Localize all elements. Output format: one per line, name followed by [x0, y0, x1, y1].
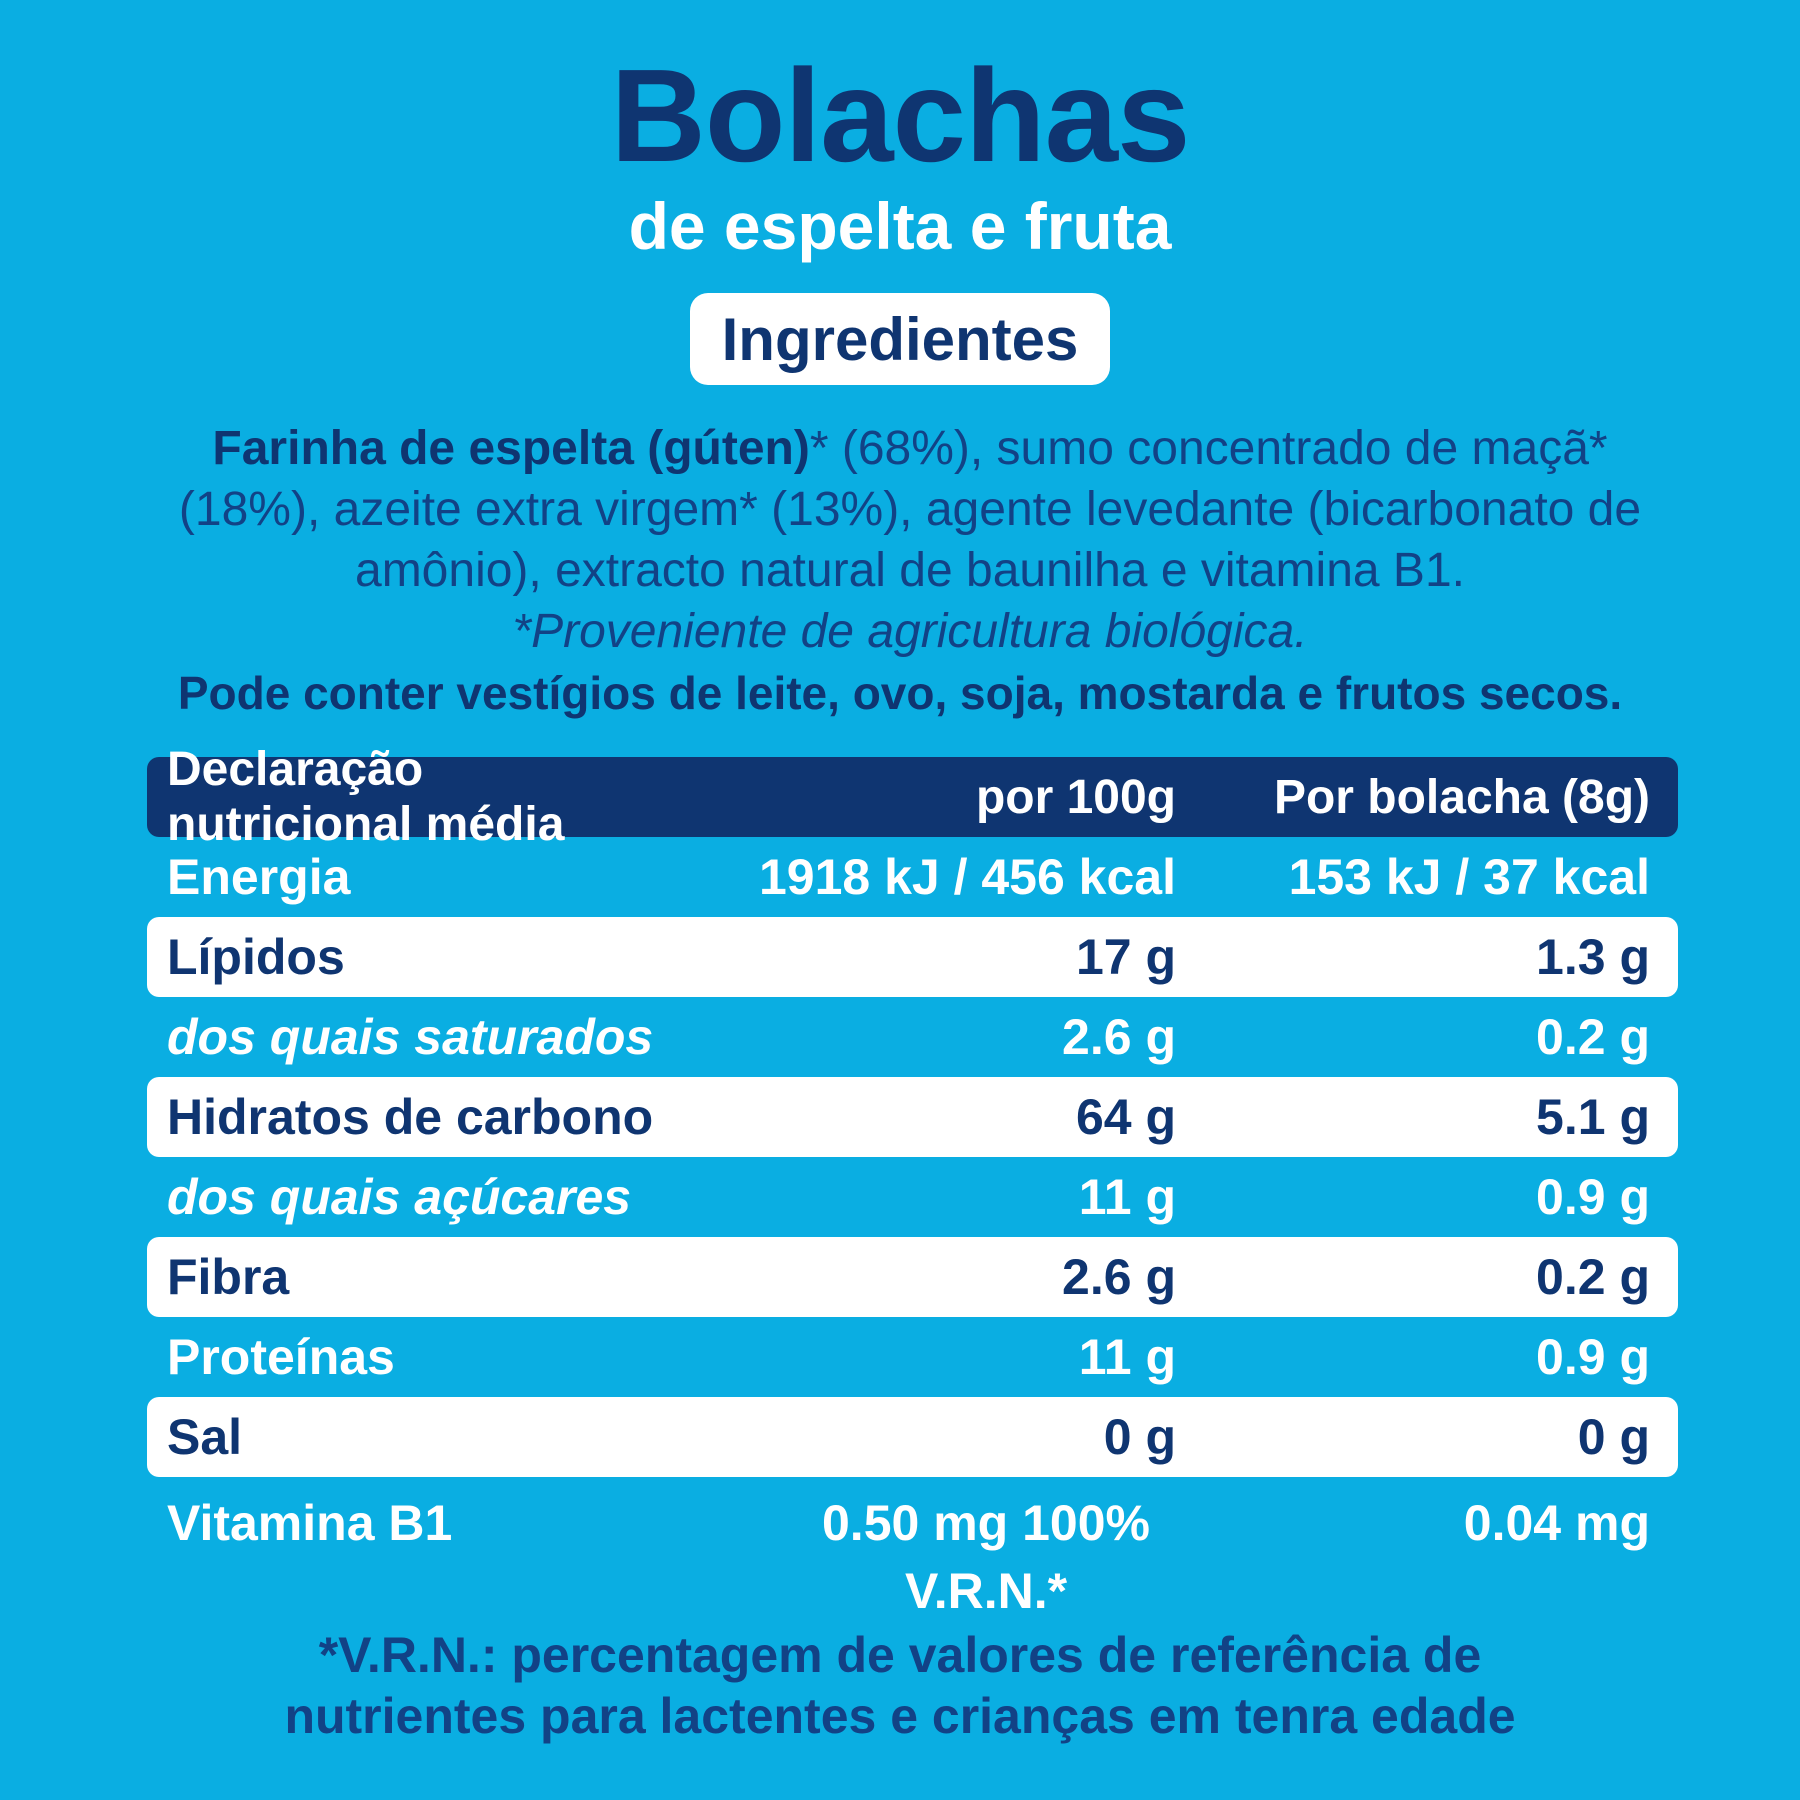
- ingredients-text: * (68%), sumo concentrado de maçã* (18%)…: [178, 422, 1642, 597]
- nutrition-table: Declaração nutricional média por 100g Por …: [147, 743, 1678, 1625]
- table-cell: 17 g: [1075, 929, 1176, 985]
- table-cell: 2.6 g: [1062, 1249, 1176, 1305]
- table-cell: 1.3 g: [1536, 929, 1650, 985]
- footnote-text: percentagem de valores de referência de …: [284, 1627, 1516, 1744]
- allergens: Pode conter vestígios de leite, ovo, soj…: [177, 667, 1623, 719]
- table-row: Fibra 2.6 g 0.2 g: [147, 1237, 1678, 1317]
- table-cell: 64 g: [1075, 1089, 1176, 1145]
- table-cell: 0.2 g: [1536, 1249, 1650, 1305]
- table-row: dos quais açúcares 11 g 0.9 g: [147, 1157, 1678, 1237]
- table-cell: 153 kJ / 37 kcal: [1288, 849, 1650, 905]
- subtitle: de espelta e fruta: [628, 189, 1172, 263]
- table-header: Declaração nutricional média por 100g Por …: [147, 743, 1678, 851]
- table-row: Vitamina B1 0.50 mg 100% V.R.N.* 0.04 mg: [147, 1477, 1678, 1625]
- table-row: Energia 1918 kJ / 456 kcal 153 kJ / 37 kca…: [147, 837, 1678, 917]
- ingredients-note: *Proveniente de agricultura biológica.: [512, 605, 1308, 658]
- footnote-lead: *V.R.N.:: [318, 1627, 498, 1683]
- table-cell: 0.2 g: [1536, 1009, 1650, 1065]
- table-cell: 0.9 g: [1536, 1169, 1650, 1225]
- table-row: Proteínas 11 g 0.9 g: [147, 1317, 1678, 1397]
- table-cell: Fibra: [167, 1249, 290, 1305]
- header-cell: Declaração nutricional média: [167, 743, 565, 851]
- table-row: Hidratos de carbono 64 g 5.1 g: [147, 1077, 1678, 1157]
- ingredients: Farinha de espelta (gúten)* (68%), sumo …: [140, 418, 1680, 662]
- table-cell: Lípidos: [167, 929, 345, 985]
- table-cell: Hidratos de carbono: [167, 1089, 654, 1145]
- table-cell: Energia: [167, 849, 351, 905]
- header-cell: Por bolacha (8g): [1273, 770, 1650, 824]
- table-cell: dos quais saturados: [167, 1009, 654, 1065]
- table-cell: 0 g: [1577, 1409, 1650, 1465]
- title: Bolachas: [610, 42, 1191, 189]
- table-row: dos quais saturados 2.6 g 0.2 g: [147, 997, 1678, 1077]
- table-cell: 11 g: [1078, 1169, 1176, 1225]
- table-cell: Vitamina B1: [167, 1495, 453, 1551]
- table-cell: Sal: [167, 1409, 243, 1465]
- table-cell: 11 g: [1078, 1329, 1176, 1385]
- table-cell: 2.6 g: [1062, 1009, 1176, 1065]
- ingredients-heading: Ingredientes: [690, 293, 1110, 385]
- table-cell: 0.9 g: [1536, 1329, 1650, 1385]
- table-cell: 0.50 mg 100% V.R.N.*: [822, 1495, 1150, 1619]
- header-cell: por 100g: [975, 770, 1176, 824]
- table-cell: 0.04 mg: [1463, 1495, 1650, 1551]
- footnote: *V.R.N.: percentagem de valores de refer…: [240, 1625, 1560, 1747]
- table-cell: 0 g: [1103, 1409, 1176, 1465]
- table-row: Lípidos 17 g 1.3 g: [147, 917, 1678, 997]
- table-cell: 5.1 g: [1536, 1089, 1650, 1145]
- table-cell: dos quais açúcares: [167, 1169, 632, 1225]
- ingredients-lead: Farinha de espelta (gúten): [212, 422, 810, 475]
- table-cell: 1918 kJ / 456 kcal: [758, 849, 1176, 905]
- table-cell: Proteínas: [167, 1329, 395, 1385]
- table-row: Sal 0 g 0 g: [147, 1397, 1678, 1477]
